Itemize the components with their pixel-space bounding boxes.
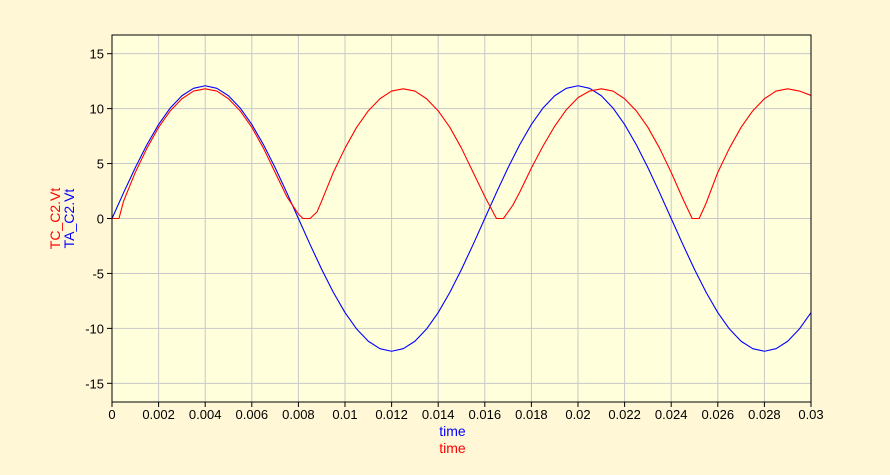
- x-tick-label: 0.022: [608, 407, 641, 422]
- plot-frame: [111, 34, 812, 403]
- x-axis-label: time: [439, 423, 466, 439]
- y-tick-label: 5: [97, 157, 104, 172]
- x-tick-label: 0.012: [375, 407, 408, 422]
- x-tick-label: 0.016: [469, 407, 502, 422]
- x-tick-label: 0.004: [189, 407, 222, 422]
- x-tick-label: 0: [108, 407, 115, 422]
- x-tick-label: 0.03: [798, 407, 823, 422]
- series-layer: [111, 85, 812, 352]
- y-axis-label: TC_C2.Vt: [47, 188, 63, 250]
- x-tick-label: 0.008: [282, 407, 315, 422]
- x-tick-label: 0.026: [702, 407, 735, 422]
- x-tick-label: 0.006: [236, 407, 269, 422]
- x-tick-label: 0.002: [142, 407, 175, 422]
- y-tick-label: 0: [97, 212, 104, 227]
- x-tick-label: 0.028: [748, 407, 781, 422]
- x-tick-label: 0.02: [565, 407, 590, 422]
- x-tick-label: 0.01: [332, 407, 357, 422]
- x-axis-label: time: [439, 440, 466, 456]
- y-tick-label: -5: [92, 266, 104, 281]
- x-tick-label: 0.018: [515, 407, 548, 422]
- y-tick-label: -10: [85, 321, 104, 336]
- y-tick-label: 10: [90, 102, 104, 117]
- x-tick-label: 0.024: [655, 407, 688, 422]
- x-tick-label: 0.014: [422, 407, 455, 422]
- series-line-tc-c2-vt: [112, 88, 812, 220]
- y-tick-label: -15: [85, 376, 104, 391]
- y-axis-label: TA_C2.Vt: [61, 189, 77, 249]
- axes: 0 0.002 0.004 0.006 0.008 0.01 0.012 0.014 0.016…: [85, 34, 824, 422]
- y-tick-label: 15: [90, 47, 104, 62]
- series-line-ta-c2-vt: [111, 85, 812, 352]
